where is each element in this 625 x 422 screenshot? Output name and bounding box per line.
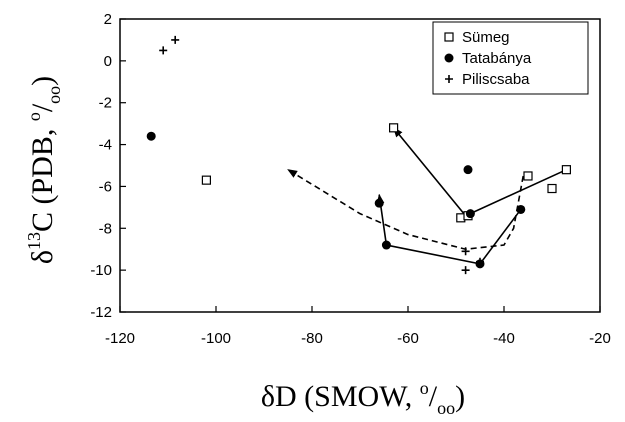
legend-marker-sumeg [444, 32, 454, 42]
x-tick-label: -40 [493, 330, 515, 347]
y-tick-label: -8 [99, 220, 112, 237]
y-tick-label: -10 [90, 262, 112, 279]
x-tick-label: -120 [105, 330, 135, 347]
point-piliscsaba [159, 46, 168, 55]
y-tick-label: -2 [99, 95, 112, 112]
y-tick-label: -6 [99, 178, 112, 195]
y-axis-title: δ13C (PDB, o/oo) [24, 76, 64, 264]
legend-label-tatabanya: Tatabánya [462, 50, 532, 67]
x-axis-title: δD (SMOW, o/oo) [261, 378, 465, 418]
y-tick-label: 0 [104, 53, 112, 70]
legend-label-sumeg: Sümeg [462, 29, 510, 46]
data-points [146, 35, 572, 275]
y-axis-ticks: -12 -10 -8 -6 -4 -2 0 2 [90, 11, 126, 321]
x-tick-label: -60 [397, 330, 419, 347]
point-sumeg [201, 175, 211, 185]
x-tick-label: -20 [589, 330, 611, 347]
point-tatabanya [463, 165, 473, 175]
legend-box [432, 21, 589, 95]
point-piliscsaba [476, 257, 484, 266]
x-tick-label: -80 [301, 330, 323, 347]
y-tick-label: 2 [104, 11, 112, 28]
point-sumeg [561, 165, 572, 175]
point-tatabanya [516, 204, 526, 214]
x-axis-ticks: -120 -100 -80 -60 -40 -20 [105, 306, 611, 347]
x-tick-label: -100 [201, 330, 231, 347]
point-piliscsaba [461, 266, 470, 275]
point-sumeg [523, 171, 533, 181]
point-tatabanya [374, 198, 384, 208]
point-tatabanya [465, 209, 475, 219]
legend: Sümeg Tatabánya Piliscsaba [432, 21, 589, 95]
y-tick-label: -4 [99, 137, 112, 154]
point-sumeg [389, 123, 399, 133]
y-tick-label: -12 [90, 304, 112, 321]
point-piliscsaba [461, 247, 470, 256]
point-piliscsaba [171, 35, 180, 44]
point-tatabanya [381, 240, 391, 250]
legend-marker-tatabanya [444, 53, 454, 63]
point-sumeg [547, 183, 557, 194]
legend-marker-piliscsaba [445, 75, 453, 83]
point-tatabanya [146, 131, 156, 141]
legend-label-piliscsaba: Piliscsaba [462, 71, 530, 88]
solid-trend-line-1 [376, 193, 522, 265]
